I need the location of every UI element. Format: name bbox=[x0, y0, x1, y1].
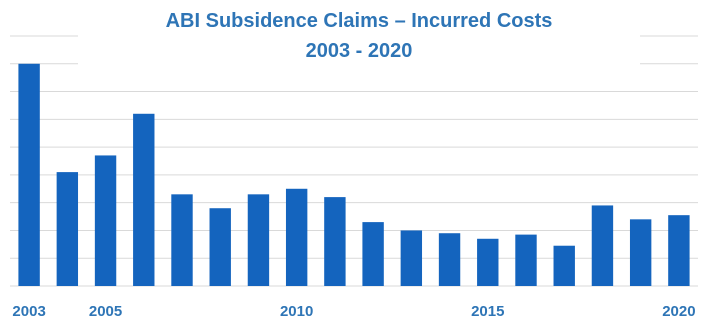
bar-2004 bbox=[56, 172, 79, 286]
x-tick-label-2015: 2015 bbox=[471, 303, 504, 320]
bar-2008 bbox=[209, 208, 231, 286]
x-tick-label-2005: 2005 bbox=[89, 303, 122, 320]
x-tick-label-2010: 2010 bbox=[280, 303, 313, 320]
bar-2003 bbox=[18, 63, 40, 286]
bar-2013 bbox=[400, 230, 423, 286]
bar-2016 bbox=[515, 234, 537, 286]
bar-2015 bbox=[477, 238, 499, 286]
chart-title: ABI Subsidence Claims – Incurred Costs bbox=[166, 10, 553, 32]
bar-2020 bbox=[668, 215, 690, 286]
bar-2019 bbox=[629, 219, 652, 286]
bar-2012 bbox=[362, 222, 384, 286]
bar-2007 bbox=[171, 194, 193, 286]
bar-2014 bbox=[438, 233, 461, 286]
gridlines bbox=[10, 35, 698, 287]
bars bbox=[18, 63, 690, 286]
bar-2011 bbox=[324, 197, 346, 286]
x-tick-labels: 2003 2005 2010 2015 2020 bbox=[12, 303, 695, 320]
bar-2006 bbox=[133, 113, 155, 286]
bar-2005 bbox=[94, 155, 117, 286]
bar-2009 bbox=[247, 194, 270, 286]
x-tick-label-2020: 2020 bbox=[662, 303, 695, 320]
bar-2018 bbox=[591, 205, 614, 286]
bar-2017 bbox=[553, 245, 575, 286]
x-tick-label-2003: 2003 bbox=[12, 303, 45, 320]
chart-subtitle: 2003 - 2020 bbox=[306, 40, 413, 62]
bar-2010 bbox=[285, 188, 308, 286]
